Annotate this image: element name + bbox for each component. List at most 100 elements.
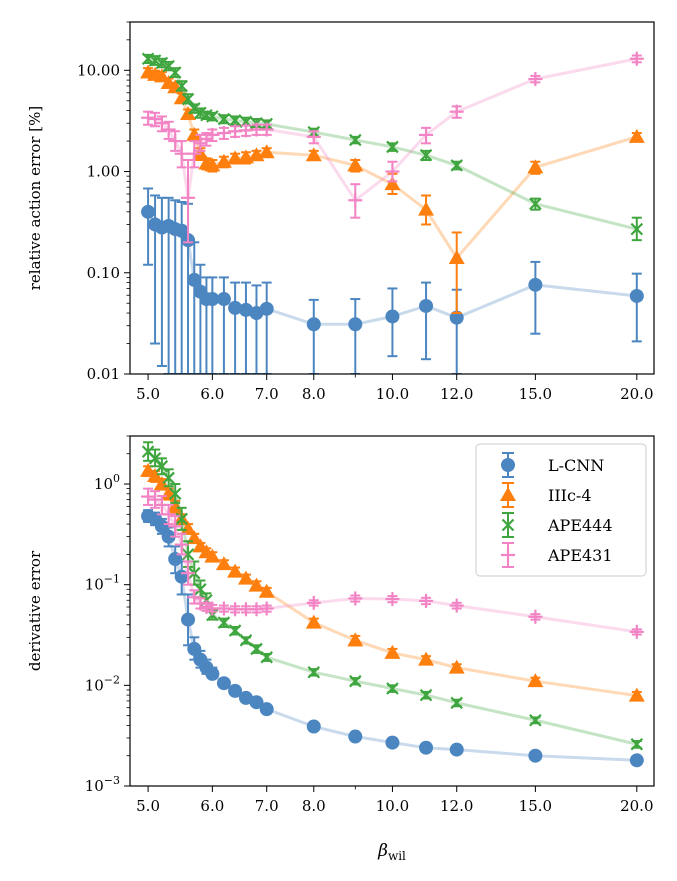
action-ape431-point [259,122,274,137]
derivative-ape444-point-b [529,713,542,727]
derivative-ape444-point-b [307,665,321,679]
action-ape444-point [187,102,201,115]
derivative-l-cnn-point [249,695,264,710]
action-xtick-label-6: 15.0 [519,385,552,403]
derivative-l-cnn-point [187,641,202,656]
derivative-error-frame [129,435,655,787]
action-ape431-point [141,110,156,125]
derivative-l-cnn-point [154,519,169,534]
action-l-cnn-point [228,300,243,315]
legend-iiic-4-label: IIIc-4 [548,486,592,505]
derivative-ape444-point-b [168,487,182,501]
derivative-ape444-point-b [175,512,188,526]
action-ytick-label-1: 0.10 [87,264,120,282]
xlabel-beta-symbol: β [377,841,388,861]
derivative-ape444-point [307,665,321,679]
derivative-iiic-4-point [248,577,265,592]
action-iiic-4-point [204,157,221,172]
derivative-iiic-4-point [167,498,184,513]
legend-iiic-4-marker [500,487,516,501]
action-l-cnn-point [385,309,400,324]
action-ape444-point [630,222,644,236]
action-iiic-4-point [448,249,465,264]
legend-ape431-label: APE431 [547,546,613,565]
derivative-xtick-label-1: 6.0 [200,797,224,815]
xlabel-beta: βwil [377,841,406,863]
action-ape431-point [187,146,202,161]
action-ape431-point [348,193,363,208]
derivative-ytick-label-2: 10−1 [85,573,120,594]
derivative-iiic-4-point [448,659,465,674]
action-ape431-point [181,190,196,205]
action-iiic-4-point [418,201,435,216]
action-l-cnn-point [306,317,321,332]
action-ape431-point [528,72,543,87]
action-error-panel: 5.0 6.0 7.0 8.0 10.0 12.0 15.0 20.0 0.01 0.10 1.00… [26,21,655,403]
action-iiic-4-point [227,150,244,165]
derivative-ytick-label-3: 100 [94,472,120,493]
action-l-cnn-point [205,292,220,307]
derivative-error-series [140,441,645,768]
action-ytick-label-2: 1.00 [87,163,120,181]
action-ape431-point [306,129,321,144]
action-xtick-label-5: 12.0 [440,385,473,403]
derivative-ape431-point [187,590,202,605]
action-ape444-point-b [228,114,242,127]
derivative-ape444-point [349,674,362,688]
action-l-cnn-point [216,292,231,307]
action-ape444-point-b [194,106,207,120]
derivative-xtick-label-7: 20.0 [620,797,653,815]
derivative-l-cnn-point [385,735,400,750]
legend-ape431: APE431 [501,542,613,568]
action-ape444-point-b [200,108,213,122]
action-l-cnn-point [141,204,156,219]
derivative-ape431-point [419,593,434,608]
derivative-iiic-4-point [527,673,544,688]
action-ape431-point [154,116,169,131]
derivative-l-cnn-point [228,683,243,698]
derivative-ape444-point-b [141,445,155,458]
derivative-ape431-point [629,624,644,639]
action-ape444-point-b [162,59,175,73]
action-xtick-label-3: 8.0 [302,385,326,403]
derivative-l-cnn-point [181,612,196,627]
derivative-xtick-label-3: 8.0 [302,797,326,815]
action-l-cnn-point [528,277,543,292]
derivative-ape444-point-b [260,651,273,664]
derivative-ape431-point [141,489,156,504]
derivative-ape431-point [449,598,464,613]
derivative-ape431-point [348,591,363,606]
action-ape444-point-b [529,197,542,211]
derivative-iiic-4-point [204,548,221,563]
action-ape444-point-b [181,92,195,106]
action-iiic-4-point [527,159,544,174]
action-ape444-point-b [141,52,155,66]
derivative-ape444-point [162,471,175,485]
action-l-cnn-point [259,301,274,316]
derivative-xtick-label-0: 5.0 [136,797,160,815]
action-ape444-point-b [419,148,433,162]
derivative-l-cnn-point [168,551,183,566]
derivative-iiic-4-point [305,614,322,629]
action-ape431-point [449,104,464,119]
derivative-ape444-point-b [217,616,231,629]
derivative-ape444-point [168,487,182,501]
derivative-iiic-4-point [258,583,275,598]
action-l-cnn-point [187,272,202,287]
xlabel-beta-subscript: wil [388,849,406,863]
action-xtick-label-2: 7.0 [255,385,279,403]
action-ape431-point [161,122,176,137]
action-ape444-point-b [155,56,169,70]
action-l-cnn-point [348,317,363,332]
derivative-iiic-4-point [215,556,232,571]
derivative-ape444-point-b [630,737,644,751]
derivative-ape444-point [419,688,433,702]
derivative-l-cnn-point [216,676,231,691]
derivative-l-cnn-point [629,753,644,768]
action-iiic-4-point [180,106,197,121]
action-ape431-series [141,51,644,244]
derivative-l-cnn-point [161,529,176,544]
derivative-ape444-point-b [228,624,242,637]
action-ape444-point-b [630,222,644,236]
